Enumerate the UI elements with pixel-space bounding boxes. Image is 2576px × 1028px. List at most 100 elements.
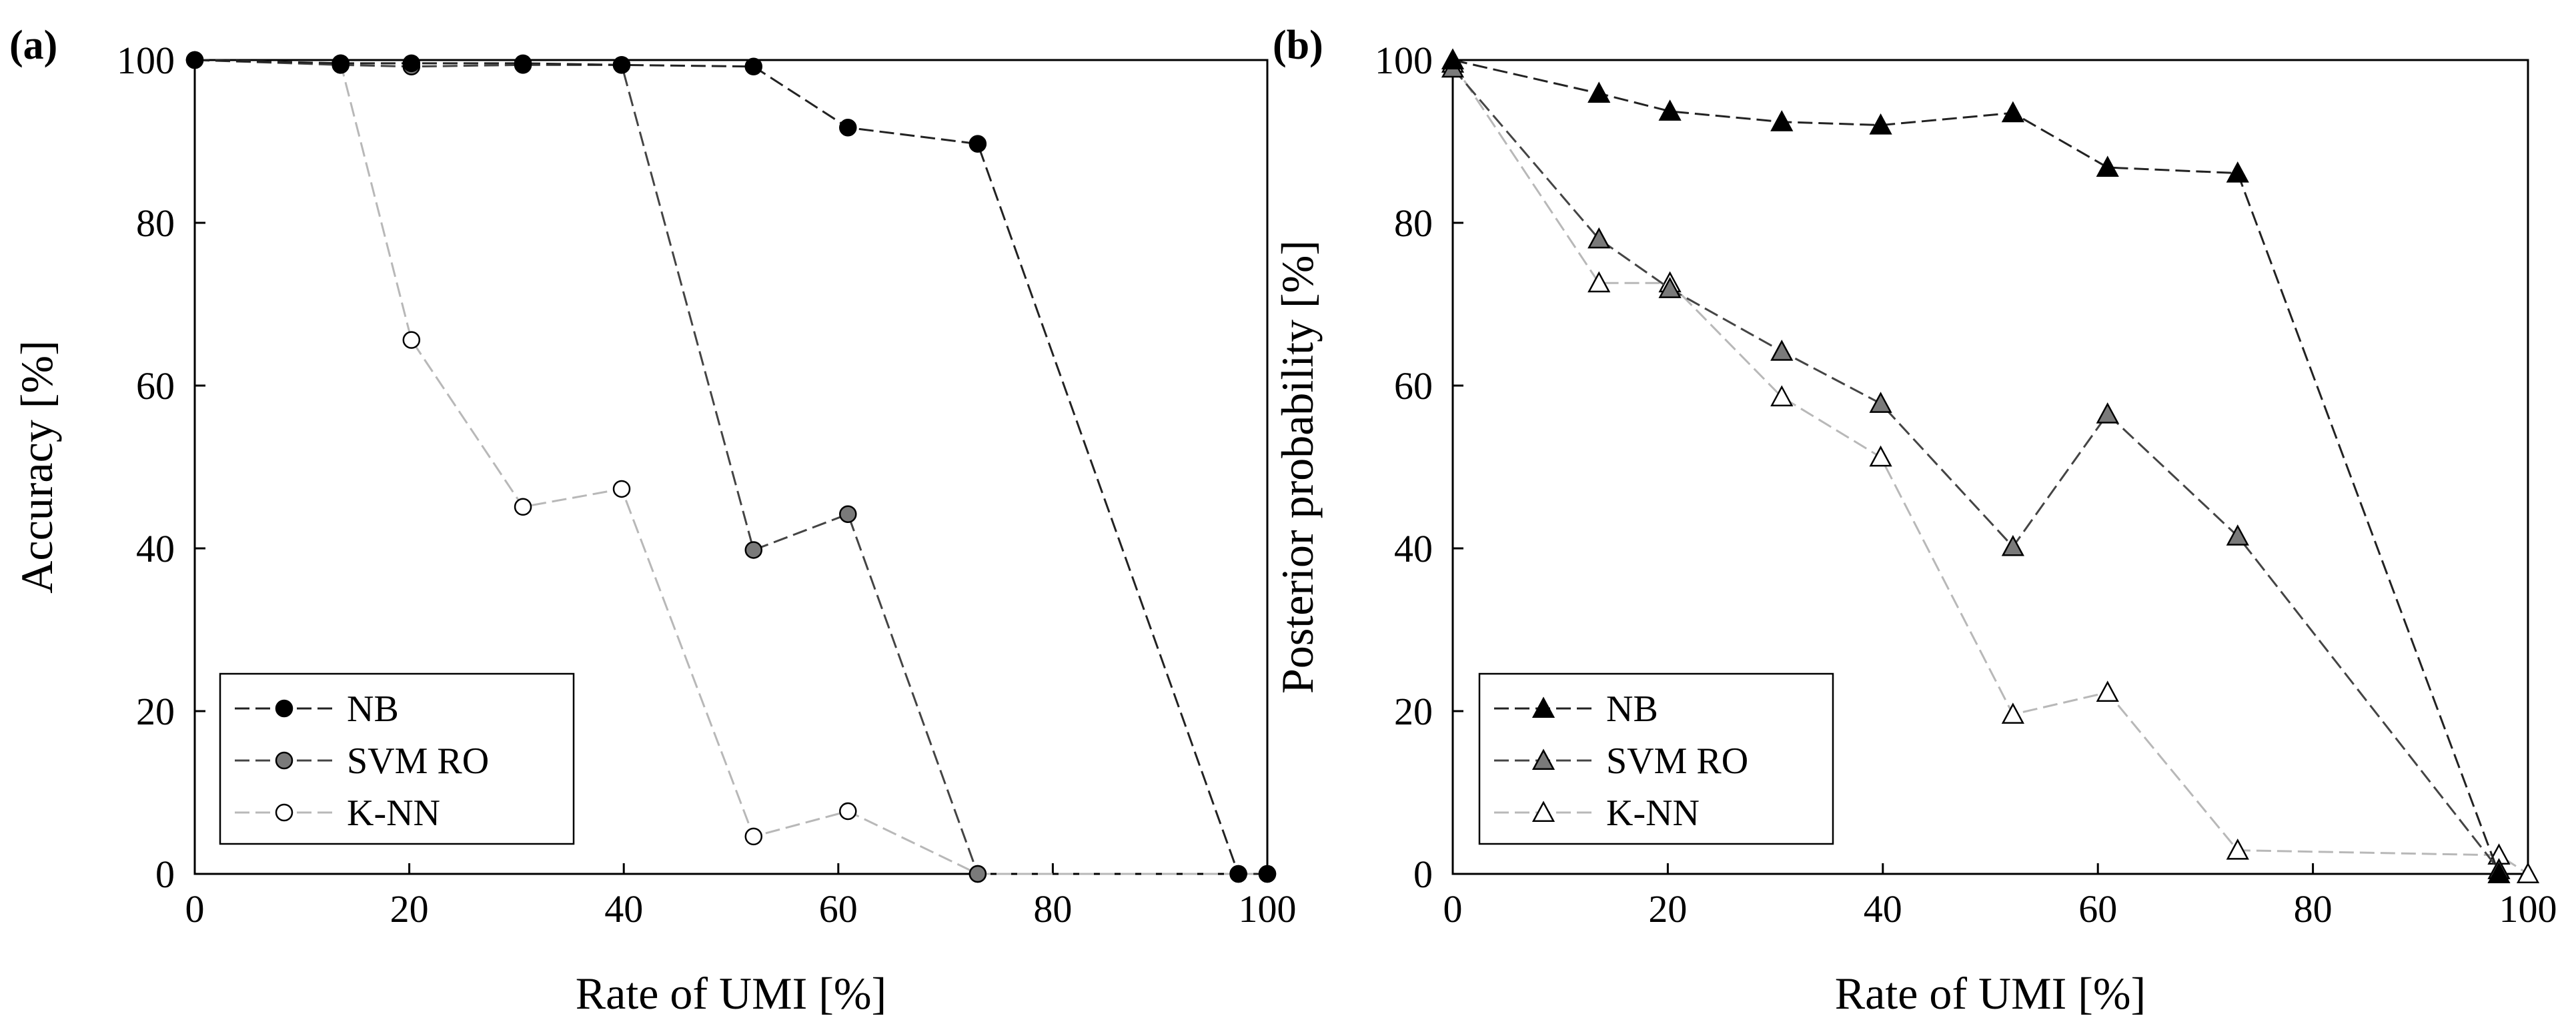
panel-b: 0 20 40 60 80 100 0 20 40 60 80 100 Rate of UMI [%] P… bbox=[1272, 23, 2557, 1019]
data-point bbox=[1869, 113, 1892, 135]
legend-entry: NB bbox=[235, 688, 399, 730]
data-point bbox=[2001, 702, 2024, 724]
data-point bbox=[744, 827, 763, 846]
panel-label: (b) bbox=[1273, 23, 1323, 68]
data-point bbox=[2096, 155, 2119, 177]
legend: NB SVM RO K-NN bbox=[219, 672, 575, 845]
data-point bbox=[1658, 277, 1682, 298]
legend-entry: K-NN bbox=[235, 793, 440, 834]
data-point bbox=[332, 54, 350, 73]
data-point bbox=[744, 57, 763, 76]
x-tick-label: 100 bbox=[2499, 887, 2557, 931]
data-point bbox=[744, 541, 763, 559]
data-point bbox=[1869, 445, 1892, 467]
series-nb bbox=[185, 51, 1277, 883]
data-point bbox=[1587, 227, 1611, 249]
x-tick-label: 100 bbox=[1239, 887, 1297, 931]
legend-marker bbox=[1531, 801, 1555, 822]
data-point bbox=[2001, 534, 2024, 556]
series-line bbox=[194, 59, 1267, 875]
y-tick-label: 100 bbox=[117, 39, 175, 82]
y-tick-label: 100 bbox=[1375, 39, 1433, 82]
x-tick-label: 80 bbox=[2294, 887, 2333, 931]
data-point bbox=[969, 865, 987, 883]
x-tick-label: 60 bbox=[819, 887, 858, 931]
data-point bbox=[2226, 161, 2249, 183]
x-axis-label: Rate of UMI [%] bbox=[576, 968, 886, 1019]
data-point bbox=[1441, 48, 1465, 69]
x-tick-label: 20 bbox=[1648, 887, 1687, 931]
x-tick-label: 20 bbox=[390, 887, 429, 931]
legend-label: K-NN bbox=[1606, 793, 1700, 834]
y-tick-label: 80 bbox=[1394, 201, 1433, 245]
data-point bbox=[514, 54, 532, 73]
data-point bbox=[839, 119, 857, 137]
data-point bbox=[1229, 865, 1247, 883]
y-tick-label: 20 bbox=[1394, 690, 1433, 733]
data-point bbox=[2001, 101, 2024, 123]
legend-label: SVM RO bbox=[1606, 740, 1748, 782]
x-tick-label: 60 bbox=[2078, 887, 2117, 931]
data-point bbox=[839, 802, 857, 821]
data-point bbox=[612, 56, 631, 74]
legend-label: SVM RO bbox=[347, 740, 489, 782]
data-point bbox=[612, 480, 631, 498]
x-axis-label: Rate of UMI [%] bbox=[1835, 968, 2146, 1019]
data-point bbox=[969, 135, 987, 153]
data-point bbox=[514, 498, 532, 516]
data-point bbox=[402, 54, 421, 73]
y-axis-label: Posterior probability [%] bbox=[1272, 240, 1323, 694]
y-tick-label: 40 bbox=[1394, 527, 1433, 570]
data-point bbox=[402, 331, 421, 349]
data-point bbox=[2487, 862, 2511, 883]
plot-area-frame bbox=[193, 59, 1269, 875]
legend-label: NB bbox=[347, 688, 399, 730]
legend-entry: SVM RO bbox=[1494, 740, 1748, 782]
legend-marker bbox=[275, 751, 293, 770]
legend-marker bbox=[275, 699, 293, 718]
plot-area-frame bbox=[1451, 59, 2529, 875]
legend-entry: K-NN bbox=[1494, 793, 1700, 834]
data-point bbox=[1587, 81, 1611, 103]
y-tick-label: 40 bbox=[136, 527, 175, 570]
data-point bbox=[2096, 402, 2119, 424]
legend-entry: SVM RO bbox=[235, 740, 489, 782]
legend-label: K-NN bbox=[347, 793, 440, 834]
data-point bbox=[839, 505, 857, 524]
legend-entry: NB bbox=[1494, 688, 1658, 730]
y-axis-label: Accuracy [%] bbox=[11, 340, 62, 593]
y-tick-label: 20 bbox=[136, 690, 175, 733]
data-point bbox=[1258, 865, 1277, 883]
y-tick-label: 60 bbox=[1394, 364, 1433, 408]
y-tick-label: 80 bbox=[136, 201, 175, 245]
data-point bbox=[1587, 271, 1611, 293]
data-point bbox=[1770, 110, 1794, 131]
data-point bbox=[1869, 392, 1892, 413]
panel-a: 0 20 40 60 80 100 0 20 40 60 80 100 Rate of UMI [%] A… bbox=[9, 23, 1297, 1019]
legend-marker bbox=[1531, 696, 1555, 718]
y-tick-label: 0 bbox=[155, 853, 175, 896]
data-point bbox=[1658, 99, 1682, 121]
legend-marker bbox=[1531, 748, 1555, 770]
x-tick-label: 40 bbox=[604, 887, 643, 931]
data-point bbox=[1770, 340, 1794, 361]
data-point bbox=[2096, 680, 2119, 702]
series-line bbox=[194, 59, 1267, 875]
y-tick-label: 60 bbox=[136, 364, 175, 408]
x-tick-label: 80 bbox=[1033, 887, 1072, 931]
y-tick-label: 0 bbox=[1413, 853, 1433, 896]
panel-label: (a) bbox=[9, 23, 57, 68]
data-point bbox=[185, 51, 204, 69]
data-point bbox=[2226, 524, 2249, 546]
data-point bbox=[1770, 385, 1794, 407]
legend: NB SVM RO K-NN bbox=[1478, 672, 1834, 845]
series-line bbox=[1451, 63, 2529, 875]
legend-marker bbox=[275, 803, 293, 822]
x-tick-label: 0 bbox=[1443, 887, 1463, 931]
x-tick-label: 40 bbox=[1864, 887, 1902, 931]
data-point bbox=[2516, 862, 2540, 883]
data-point bbox=[2226, 838, 2249, 860]
legend-label: NB bbox=[1606, 688, 1658, 730]
